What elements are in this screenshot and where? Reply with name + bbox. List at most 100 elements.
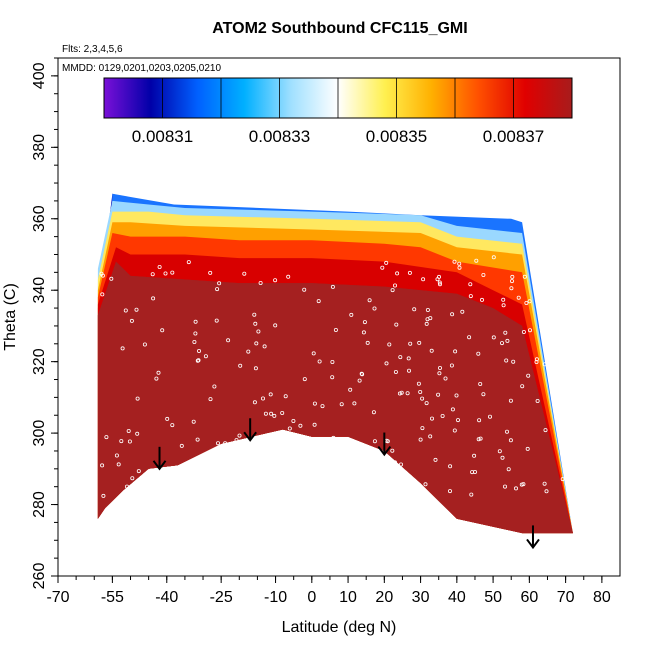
x-tick-label: 60 xyxy=(520,589,538,606)
obs-marker xyxy=(425,317,430,322)
obs-marker xyxy=(542,481,547,486)
obs-marker xyxy=(120,346,125,351)
obs-marker xyxy=(195,358,200,363)
obs-marker xyxy=(521,329,526,334)
obs-marker xyxy=(253,321,258,326)
obs-marker xyxy=(109,276,114,281)
obs-marker xyxy=(546,300,551,305)
obs-marker xyxy=(323,449,328,454)
obs-marker xyxy=(506,467,511,472)
obs-marker xyxy=(443,376,448,381)
obs-marker xyxy=(306,455,311,460)
obs-marker xyxy=(101,493,106,498)
obs-marker xyxy=(516,295,521,300)
obs-marker xyxy=(372,306,377,311)
obs-marker xyxy=(262,344,267,349)
obs-marker xyxy=(246,349,251,354)
obs-marker xyxy=(286,274,291,279)
obs-marker xyxy=(561,441,566,446)
obs-marker xyxy=(387,342,392,347)
obs-marker xyxy=(130,476,135,481)
obs-marker xyxy=(450,407,455,412)
obs-marker xyxy=(452,428,457,433)
obs-marker xyxy=(522,274,527,279)
obs-marker xyxy=(157,482,162,487)
obs-marker xyxy=(291,418,296,423)
obs-marker xyxy=(335,465,340,470)
plot-frame xyxy=(57,57,621,577)
x-tick-label: -25 xyxy=(210,589,233,606)
obs-marker xyxy=(295,448,300,453)
obs-marker xyxy=(330,444,335,449)
obs-marker xyxy=(560,392,565,397)
obs-marker xyxy=(519,482,524,487)
obs-marker xyxy=(179,443,184,448)
x-tick-label: 40 xyxy=(448,589,466,606)
obs-marker xyxy=(534,357,539,362)
obs-marker xyxy=(398,355,403,360)
obs-marker xyxy=(508,438,513,443)
field-core xyxy=(97,261,573,534)
obs-marker xyxy=(134,494,139,499)
dates-note: MMDD: 0129,0201,0203,0205,0210 xyxy=(62,63,221,74)
obs-marker xyxy=(272,413,277,418)
obs-marker xyxy=(412,307,417,312)
obs-marker xyxy=(479,297,484,302)
obs-marker xyxy=(423,482,428,487)
obs-marker xyxy=(170,270,175,275)
y-tick-label: 280 xyxy=(31,491,48,518)
obs-marker xyxy=(436,392,441,397)
obs-marker xyxy=(499,341,504,346)
obs-marker xyxy=(217,281,222,286)
obs-marker xyxy=(560,445,565,450)
obs-marker xyxy=(360,372,365,377)
obs-marker xyxy=(437,365,442,370)
x-tick-label: -70 xyxy=(46,589,69,606)
obs-marker xyxy=(263,411,268,416)
x-tick-label: 80 xyxy=(593,589,611,606)
obs-marker xyxy=(252,312,257,317)
obs-marker xyxy=(440,413,445,418)
obs-marker xyxy=(136,469,141,474)
obs-marker xyxy=(481,392,486,397)
obs-marker xyxy=(317,359,322,364)
obs-marker xyxy=(397,391,402,396)
colorbar-tick-label: 0.00835 xyxy=(366,127,427,146)
obs-marker xyxy=(394,322,399,327)
obs-marker xyxy=(536,284,541,289)
obs-marker xyxy=(436,274,441,279)
obs-marker xyxy=(357,378,362,383)
obs-marker xyxy=(501,303,506,308)
obs-marker xyxy=(142,342,147,347)
obs-marker xyxy=(349,312,354,317)
obs-marker xyxy=(331,435,336,440)
tropopause-arrow-head xyxy=(152,460,167,471)
obs-marker xyxy=(392,283,397,288)
obs-marker xyxy=(234,438,239,443)
obs-marker xyxy=(291,473,296,478)
obs-marker xyxy=(408,341,413,346)
obs-marker xyxy=(511,359,516,364)
y-tick-label: 300 xyxy=(31,420,48,447)
y-tick-label: 400 xyxy=(31,62,48,89)
obs-marker xyxy=(284,464,289,469)
obs-marker xyxy=(474,258,479,263)
obs-marker xyxy=(454,393,459,398)
obs-marker xyxy=(196,348,201,353)
x-tick-label: 30 xyxy=(412,589,430,606)
obs-marker xyxy=(398,462,403,467)
obs-marker xyxy=(450,312,455,317)
obs-marker xyxy=(503,330,508,335)
obs-marker xyxy=(119,439,124,444)
obs-marker xyxy=(543,428,548,433)
obs-marker xyxy=(497,449,502,454)
obs-marker xyxy=(416,381,421,386)
obs-marker xyxy=(457,265,462,270)
obs-marker xyxy=(283,447,288,452)
obs-marker xyxy=(238,363,243,368)
obs-marker xyxy=(500,455,505,460)
obs-marker xyxy=(333,327,338,332)
obs-marker xyxy=(424,321,429,326)
obs-marker xyxy=(114,453,119,458)
obs-marker xyxy=(287,426,292,431)
